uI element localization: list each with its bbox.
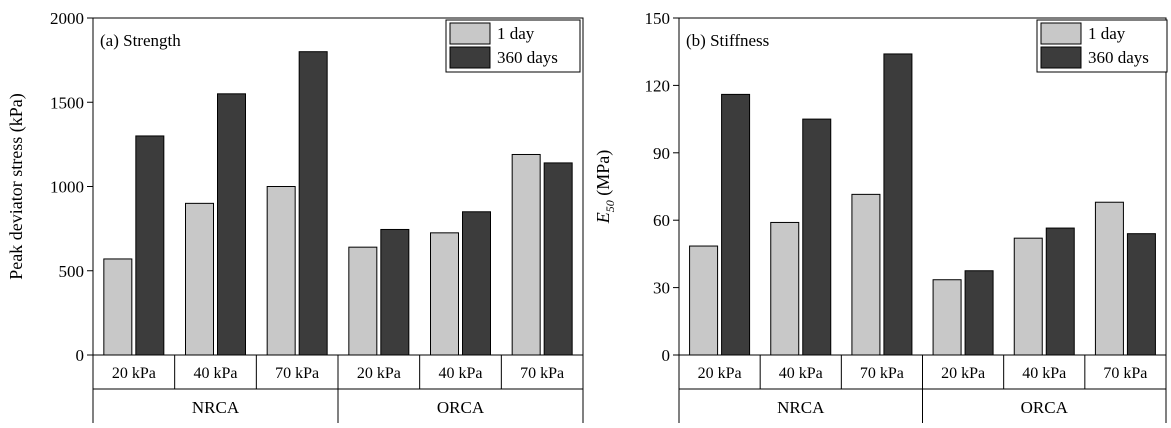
x-tick-label: 70 kPa (1103, 365, 1147, 382)
bar-1day-4 (348, 246, 378, 356)
bar-360days-3 (883, 53, 913, 356)
y-tick-label: 1500 (50, 93, 84, 112)
bar-1day-6 (1094, 201, 1124, 356)
x-tick-label: 40 kPa (1022, 365, 1066, 382)
y-tick-label: 0 (76, 346, 85, 365)
y-axis-label-part: Peak deviator stress (kPa) (6, 93, 27, 279)
bar-360days-5 (1045, 227, 1075, 356)
bar-1day-1 (103, 258, 133, 356)
legend-swatch (449, 46, 491, 69)
bar-1day-3 (266, 186, 296, 356)
bar-1day-3 (851, 193, 881, 356)
x-tick-label: 20 kPa (698, 365, 742, 382)
bar-360days-2 (802, 118, 832, 356)
y-tick-label: 2000 (50, 9, 84, 28)
y-tick-label: 0 (662, 346, 671, 365)
chart-2: 0 30 60 90 120 150 20 kPa 40 kPa 70 kPa 20 kPa 40 … (593, 9, 1168, 423)
bar-360days-2 (217, 93, 246, 356)
legend: 1 day 360 days (445, 19, 581, 73)
x-tick-label: 20 kPa (112, 365, 156, 382)
bar-1day-5 (1013, 237, 1043, 356)
bar-1day-1 (689, 245, 719, 356)
x-tick-label: 70 kPa (520, 365, 564, 382)
bar-360days-3 (298, 51, 328, 356)
legend-label: 1 day (1088, 24, 1126, 43)
bar-1day-6 (511, 153, 541, 356)
group-label: ORCA (1021, 398, 1069, 417)
y-axis-label-part: E (593, 212, 613, 224)
y-tick-label: 500 (59, 262, 85, 281)
x-tick-label: 20 kPa (357, 365, 401, 382)
legend-swatch (1040, 22, 1082, 45)
bar-1day-5 (430, 232, 459, 356)
x-tick-label: 70 kPa (275, 365, 319, 382)
group-label: NRCA (192, 398, 240, 417)
y-tick-label: 90 (653, 144, 670, 163)
y-tick-label: 30 (653, 279, 670, 298)
bar-1day-2 (185, 202, 214, 356)
bar-1day-2 (770, 221, 800, 356)
bar-360days-1 (721, 93, 751, 356)
x-tick-label: 40 kPa (779, 365, 823, 382)
x-tick-label: 40 kPa (194, 365, 238, 382)
y-tick-label: 1000 (50, 178, 84, 197)
x-tick-label: 70 kPa (860, 365, 904, 382)
bar-360days-4 (380, 228, 410, 356)
bar-1day-4 (932, 279, 962, 356)
bar-360days-6 (543, 162, 573, 356)
group-label: ORCA (437, 398, 485, 417)
y-axis-label-part: 50 (603, 200, 617, 212)
bar-360days-4 (964, 270, 994, 356)
legend-swatch (1040, 46, 1082, 69)
legend-label: 360 days (497, 48, 558, 67)
legend-swatch (449, 22, 491, 45)
bar-360days-6 (1126, 233, 1156, 356)
y-tick-label: 120 (645, 76, 671, 95)
panel-title: (b) Stiffness (686, 31, 769, 50)
y-axis-label: E50 (MPa) (593, 150, 617, 225)
chart-1: 0 500 1000 1500 2000 20 kPa 40 kPa 70 kPa 20 kPa… (6, 9, 584, 423)
legend: 1 day 360 days (1036, 19, 1168, 73)
x-tick-label: 20 kPa (941, 365, 985, 382)
y-tick-label: 60 (653, 211, 670, 230)
group-label: NRCA (777, 398, 825, 417)
bar-360days-5 (462, 211, 491, 356)
panel-title: (a) Strength (100, 31, 181, 50)
y-axis-label: Peak deviator stress (kPa) (6, 93, 27, 279)
legend-label: 1 day (497, 24, 535, 43)
x-tick-label: 40 kPa (439, 365, 483, 382)
y-tick-label: 150 (645, 9, 671, 28)
bar-360days-1 (135, 135, 165, 356)
y-axis-label-part: (MPa) (593, 150, 614, 201)
legend-label: 360 days (1088, 48, 1149, 67)
